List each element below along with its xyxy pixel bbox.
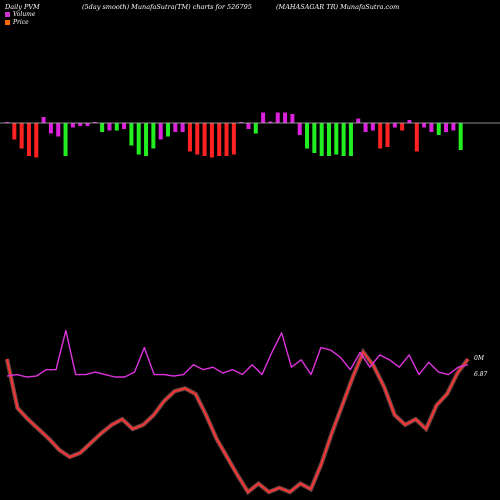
bar-7 — [56, 123, 61, 137]
bar-13 — [100, 123, 105, 132]
header-right: (MAHASAGAR TR) MunafaSutra.com — [276, 3, 400, 11]
bar-52 — [385, 123, 390, 147]
bar-49 — [363, 123, 368, 132]
bar-19 — [144, 123, 149, 156]
legend-price: Price — [5, 19, 29, 26]
bar-14 — [107, 123, 112, 131]
bar-26 — [195, 123, 200, 155]
bar-43 — [319, 123, 324, 156]
bar-23 — [173, 123, 178, 132]
bar-0 — [5, 122, 10, 123]
bar-16 — [122, 123, 127, 129]
bar-8 — [63, 123, 68, 156]
bar-5 — [41, 117, 46, 123]
bar-37 — [275, 112, 280, 123]
bar-33 — [246, 123, 251, 129]
volume-end-label: 0M — [474, 355, 485, 362]
bar-53 — [392, 123, 397, 128]
bar-1 — [12, 123, 17, 140]
bar-29 — [217, 123, 222, 156]
bar-17 — [129, 123, 134, 146]
bar-54 — [400, 123, 405, 131]
bar-48 — [356, 118, 361, 123]
bar-44 — [326, 123, 331, 156]
bar-10 — [78, 123, 83, 126]
bar-28 — [209, 123, 214, 158]
bar-42 — [312, 123, 317, 153]
bar-6 — [48, 123, 53, 134]
bar-18 — [136, 123, 141, 155]
legend-price-swatch — [5, 20, 10, 25]
bar-45 — [334, 123, 339, 155]
bar-21 — [158, 123, 163, 140]
bar-62 — [458, 123, 463, 150]
bar-12 — [92, 122, 97, 123]
bar-59 — [436, 123, 441, 135]
header-center: (5day smooth) MunafaSutra(TM) charts for… — [82, 3, 252, 11]
bar-9 — [70, 123, 75, 128]
bar-58 — [429, 123, 434, 132]
bar-46 — [341, 123, 346, 156]
bar-35 — [261, 112, 266, 123]
legend-volume-swatch — [5, 12, 10, 17]
bar-34 — [253, 123, 258, 134]
bar-4 — [34, 123, 39, 158]
bar-57 — [422, 123, 427, 128]
bar-56 — [414, 123, 419, 152]
bars-group — [5, 112, 463, 158]
volume-line — [6, 329, 469, 378]
bar-38 — [283, 112, 288, 123]
bar-24 — [180, 123, 185, 132]
bar-15 — [114, 123, 119, 131]
bar-36 — [268, 121, 273, 123]
bar-27 — [202, 123, 207, 156]
price-line-glow — [4, 347, 470, 496]
bar-20 — [151, 123, 156, 149]
bar-55 — [407, 120, 412, 123]
legend-volume-label: Volume — [13, 11, 36, 18]
bar-30 — [224, 123, 229, 156]
legend-volume: Volume — [5, 11, 35, 18]
lines-group — [4, 329, 470, 496]
bar-11 — [85, 123, 90, 126]
bar-51 — [378, 123, 383, 149]
bar-60 — [444, 123, 449, 132]
price-line — [6, 351, 469, 493]
bar-41 — [305, 123, 310, 149]
legend-price-label: Price — [13, 19, 29, 26]
bar-32 — [239, 122, 244, 123]
header-left: Daily PVM — [5, 3, 40, 11]
bar-50 — [370, 123, 375, 131]
bar-61 — [451, 123, 456, 131]
bar-3 — [26, 123, 31, 156]
bar-25 — [187, 123, 192, 152]
bar-47 — [348, 123, 353, 156]
bar-39 — [290, 114, 295, 123]
bar-31 — [231, 123, 236, 155]
bar-2 — [19, 123, 24, 149]
bar-22 — [165, 123, 170, 137]
bar-40 — [297, 123, 302, 135]
price-end-label: 6.87 — [474, 371, 488, 378]
